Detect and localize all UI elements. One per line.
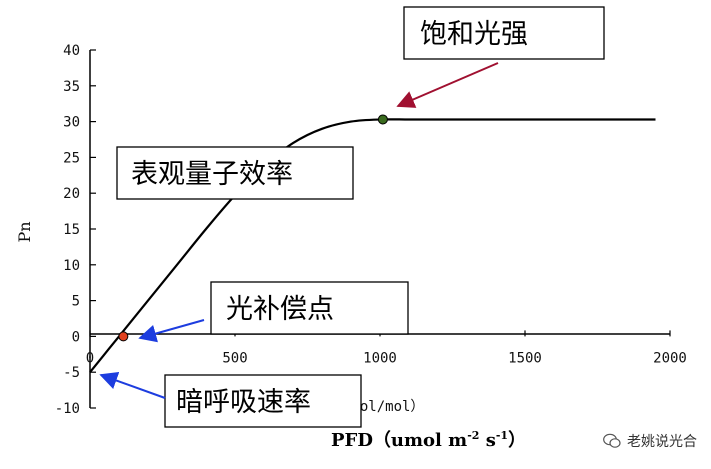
watermark-text: 老姚说光合 (627, 434, 697, 450)
saturation-point (377, 114, 388, 125)
x-tick-label: 2000 (653, 350, 687, 366)
y-tick-label: 35 (63, 79, 80, 95)
annotation-compensation: 光补偿点 (138, 281, 409, 343)
annotation-box (164, 374, 362, 428)
y-tick-label: 10 (63, 258, 80, 274)
saturation-arrow (396, 62, 499, 108)
wechat-icon (603, 433, 621, 448)
dark-respiration-arrow (99, 372, 166, 399)
y-tick-label: -5 (63, 365, 80, 381)
x-tick-label: 500 (222, 350, 247, 366)
annotation-quantum-efficiency: 表观量子效率 (116, 146, 354, 200)
y-tick-label: 25 (63, 150, 80, 166)
annotation-dark-text: 暗呼吸速率 (176, 387, 311, 418)
y-tick-label: 5 (72, 294, 80, 310)
y-tick-label: 0 (72, 329, 80, 345)
x-tick-label: 1000 (363, 350, 397, 366)
annotation-dark-respiration: 暗呼吸速率 (99, 372, 362, 428)
response-curve (89, 118, 656, 373)
x-label-overlap-text: umol/mol） (343, 399, 424, 415)
y-axis-label: Pn (15, 221, 34, 242)
annotation-quantum-text: 表观量子效率 (131, 159, 293, 190)
watermark: 老姚说光合 (603, 431, 697, 451)
annotation-box (403, 6, 605, 60)
annotation-box (210, 281, 409, 335)
x-tick-label: 1500 (508, 350, 542, 366)
y-ticks: -10 -5 0 5 10 15 20 25 30 35 40 (55, 43, 96, 417)
x-ticks: 0 500 1000 1500 2000 (86, 330, 687, 366)
annotation-saturation: 饱和光强 (396, 6, 605, 108)
compensation-point (118, 331, 129, 342)
y-tick-label: 15 (63, 222, 80, 238)
x-tick-label: 0 (86, 350, 94, 366)
key-points (118, 114, 388, 342)
annotation-saturation-text: 饱和光强 (420, 19, 528, 50)
y-tick-label: 40 (63, 43, 80, 59)
annotation-compensation-text: 光补偿点 (226, 294, 334, 325)
compensation-arrow (138, 319, 205, 343)
y-tick-label: 20 (63, 186, 80, 202)
x-axis-label: PFD（umol m-2 s-1） (331, 429, 526, 451)
y-tick-label: -10 (55, 401, 80, 417)
y-tick-label: 30 (63, 115, 80, 131)
annotation-box (116, 146, 354, 200)
